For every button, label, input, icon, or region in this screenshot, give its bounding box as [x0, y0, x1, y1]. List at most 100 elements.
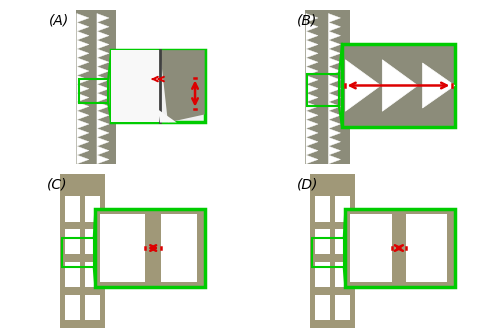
Bar [335, 196, 349, 221]
Polygon shape [328, 49, 340, 58]
Polygon shape [158, 110, 176, 123]
Polygon shape [77, 40, 89, 49]
Polygon shape [77, 84, 89, 93]
Polygon shape [77, 137, 89, 146]
Bar [162, 214, 198, 282]
Polygon shape [382, 60, 418, 111]
Bar [350, 214, 392, 282]
Polygon shape [306, 58, 318, 67]
Bar [316, 229, 330, 255]
Bar [112, 50, 160, 123]
Polygon shape [77, 111, 89, 120]
Polygon shape [306, 75, 318, 84]
Polygon shape [97, 49, 109, 58]
Polygon shape [97, 58, 109, 67]
Polygon shape [328, 22, 340, 31]
Polygon shape [97, 40, 109, 49]
Polygon shape [328, 84, 340, 93]
Text: (C): (C) [47, 177, 68, 191]
Polygon shape [306, 67, 318, 75]
Bar [96, 209, 204, 287]
Text: (A): (A) [48, 13, 69, 27]
Polygon shape [306, 111, 318, 120]
Polygon shape [328, 13, 340, 22]
Polygon shape [306, 120, 318, 129]
Polygon shape [97, 93, 109, 102]
Bar [112, 50, 204, 123]
Polygon shape [328, 67, 340, 75]
Polygon shape [306, 40, 318, 49]
Polygon shape [346, 60, 380, 111]
Bar [80, 79, 108, 103]
Polygon shape [77, 93, 89, 102]
Polygon shape [306, 146, 318, 155]
Bar [312, 239, 344, 267]
Polygon shape [306, 84, 318, 93]
Polygon shape [97, 120, 109, 129]
Polygon shape [77, 31, 89, 40]
Bar [60, 174, 105, 328]
Polygon shape [306, 13, 318, 22]
Polygon shape [97, 129, 109, 137]
Polygon shape [77, 22, 89, 31]
Polygon shape [97, 31, 109, 40]
Polygon shape [328, 93, 340, 102]
Polygon shape [328, 129, 340, 137]
Polygon shape [328, 155, 340, 164]
Polygon shape [77, 58, 89, 67]
Polygon shape [328, 120, 340, 129]
Polygon shape [97, 146, 109, 155]
Polygon shape [328, 102, 340, 111]
Polygon shape [97, 22, 109, 31]
Bar [346, 209, 455, 287]
Polygon shape [77, 120, 89, 129]
Polygon shape [77, 155, 89, 164]
Bar [306, 74, 339, 107]
Polygon shape [306, 31, 318, 40]
Polygon shape [77, 49, 89, 58]
Bar [85, 262, 100, 287]
Polygon shape [328, 146, 340, 155]
Polygon shape [77, 13, 89, 22]
Bar [76, 10, 116, 164]
Polygon shape [97, 13, 109, 22]
Bar [342, 44, 454, 127]
Text: (D): (D) [297, 177, 318, 191]
Polygon shape [306, 129, 318, 137]
Polygon shape [97, 84, 109, 93]
Polygon shape [97, 67, 109, 75]
Polygon shape [306, 137, 318, 146]
Polygon shape [306, 155, 318, 164]
Polygon shape [77, 67, 89, 75]
Bar [310, 174, 355, 328]
Bar [85, 196, 100, 221]
Polygon shape [328, 40, 340, 49]
Polygon shape [306, 49, 318, 58]
Polygon shape [328, 137, 340, 146]
Bar [66, 262, 80, 287]
Polygon shape [306, 22, 318, 31]
Polygon shape [306, 93, 318, 102]
Polygon shape [328, 75, 340, 84]
Bar [85, 229, 100, 255]
Polygon shape [328, 31, 340, 40]
Polygon shape [77, 102, 89, 111]
Bar [100, 214, 145, 282]
Polygon shape [328, 111, 340, 120]
Polygon shape [97, 75, 109, 84]
Bar [335, 295, 349, 320]
Bar [305, 10, 350, 164]
Polygon shape [328, 58, 340, 67]
Polygon shape [97, 137, 109, 146]
Bar [66, 295, 80, 320]
Bar [316, 295, 330, 320]
Bar [316, 262, 330, 287]
Polygon shape [97, 111, 109, 120]
Polygon shape [77, 129, 89, 137]
Bar [335, 229, 349, 255]
Bar [66, 229, 80, 255]
Text: (B): (B) [297, 13, 318, 27]
Bar [335, 262, 349, 287]
Polygon shape [97, 155, 109, 164]
Polygon shape [97, 102, 109, 111]
